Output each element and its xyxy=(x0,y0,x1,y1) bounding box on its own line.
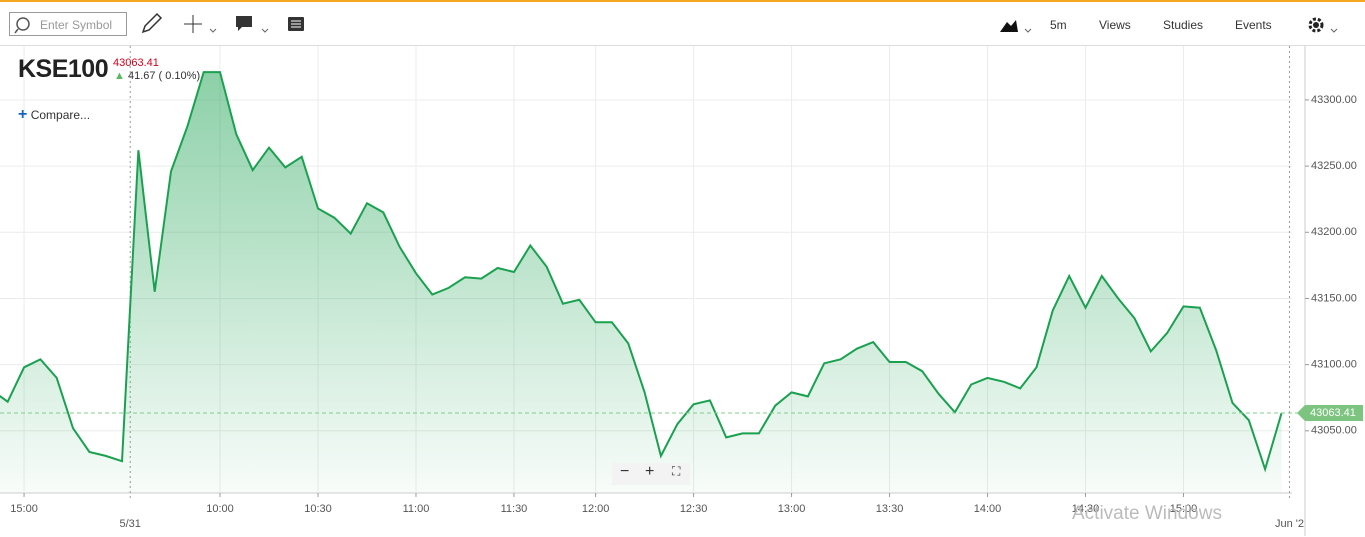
y-tick-label: 43250.00 xyxy=(1311,160,1357,172)
x-tick-label: 13:30 xyxy=(876,503,904,515)
placeholder: Enter Symbol xyxy=(40,18,113,32)
search-icon xyxy=(14,17,30,34)
chart: 43050.00 43100.00 43150.00 43200.00 43250.00… xyxy=(0,46,1363,536)
up-arrow: ▲ xyxy=(114,70,125,82)
menu[interactable]: Events xyxy=(1235,18,1272,32)
area xyxy=(0,72,1282,493)
tool-icons[interactable] xyxy=(138,10,318,40)
x-tick-label: 14:30 xyxy=(1072,503,1100,515)
settings-icon[interactable] xyxy=(1305,10,1345,40)
last-price-badge xyxy=(1297,405,1363,422)
x-tick-label: 10:30 xyxy=(304,503,332,515)
x-tick-label: 11:30 xyxy=(501,503,528,515)
interval-menu[interactable]: 5m xyxy=(1050,18,1067,32)
menu[interactable]: Studies xyxy=(1163,18,1204,32)
x-tick-label: 12:30 xyxy=(680,503,708,515)
x-tick-label: 12:00 xyxy=(582,503,610,515)
x-tick-label: 10:00 xyxy=(206,503,234,515)
x-tick-label: 11:00 xyxy=(403,503,430,515)
legend: KSE100 43063.41 ▲ 41.67 ( 0.10%) xyxy=(18,55,200,84)
change-label: 41.67 ( 0.10%) xyxy=(127,70,201,82)
toolbar: Enter Symbol 5m Views Studies Events xyxy=(0,0,1365,46)
x-tick-label: 15:00 xyxy=(10,503,38,515)
day-label: 5/31 xyxy=(119,518,140,530)
symbol: KSE100 xyxy=(18,55,109,83)
y-tick-label: 43050.00 xyxy=(1311,425,1357,437)
y-tick-label: 43100.00 xyxy=(1311,359,1357,371)
watermark: Activate Windows xyxy=(1072,503,1222,524)
price-line xyxy=(0,71,1283,473)
zoom-controls[interactable]: − + ⛶ xyxy=(612,463,690,485)
last-price-label: 43063.41 xyxy=(1310,407,1356,419)
x-tick-label: 14:00 xyxy=(974,503,1002,515)
x-tick-label: 15:00 xyxy=(1170,503,1198,515)
compare-button[interactable]: + Compare... xyxy=(18,106,91,123)
y-tick-label: 43150.00 xyxy=(1311,292,1357,304)
last-price: 43063.41 xyxy=(113,57,159,69)
change: ▲ 41.67 ( 0.10%) xyxy=(114,70,200,82)
symbol-input[interactable]: Enter Symbol xyxy=(9,12,127,36)
compare-label: Compare... xyxy=(30,108,91,122)
y-tick-label: 43200.00 xyxy=(1311,226,1357,238)
y-tick-label: 43300.00 xyxy=(1311,94,1357,106)
x-tick-label: 13:00 xyxy=(778,503,806,515)
chart-type-icon[interactable] xyxy=(998,10,1038,40)
menu[interactable]: Views xyxy=(1099,18,1131,32)
day-label: Jun '2 xyxy=(1275,518,1304,530)
